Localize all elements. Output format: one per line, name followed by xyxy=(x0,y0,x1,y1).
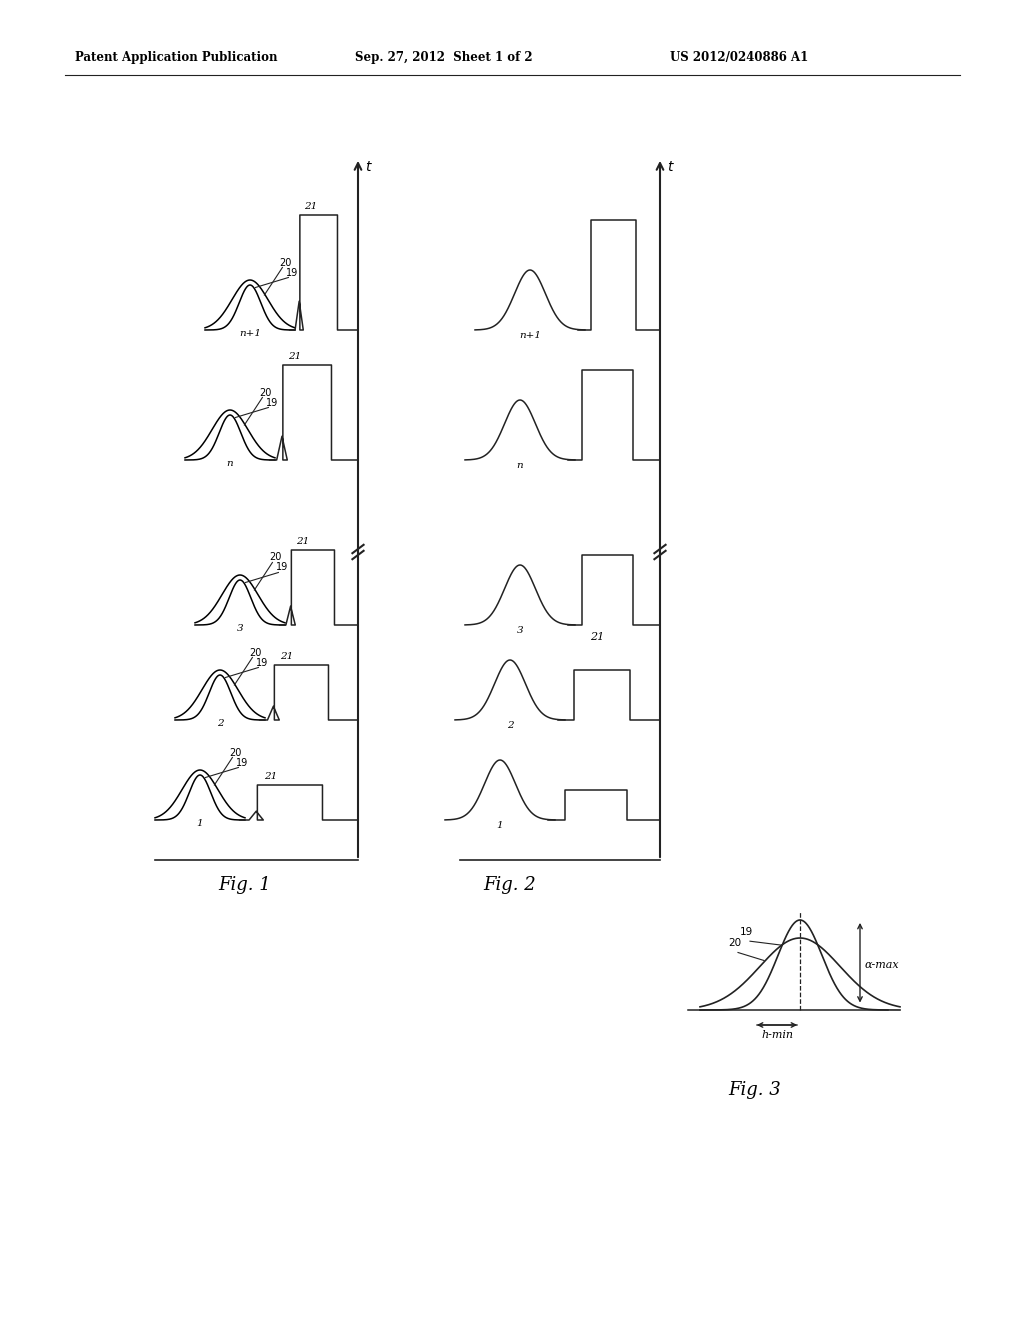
Text: 21: 21 xyxy=(288,352,301,360)
Text: 2: 2 xyxy=(217,719,223,729)
Text: 1: 1 xyxy=(197,818,204,828)
Text: h-min: h-min xyxy=(761,1030,793,1040)
Text: 2: 2 xyxy=(507,721,513,730)
Text: n+1: n+1 xyxy=(519,331,541,341)
Text: 19: 19 xyxy=(256,657,268,668)
Text: Fig. 3: Fig. 3 xyxy=(729,1081,781,1100)
Text: t: t xyxy=(365,160,371,174)
Text: 20: 20 xyxy=(269,553,282,562)
Text: 21: 21 xyxy=(264,772,278,781)
Text: Sep. 27, 2012  Sheet 1 of 2: Sep. 27, 2012 Sheet 1 of 2 xyxy=(355,51,532,65)
Text: n: n xyxy=(517,461,523,470)
Text: 20: 20 xyxy=(259,388,271,397)
Text: US 2012/0240886 A1: US 2012/0240886 A1 xyxy=(670,51,808,65)
Text: 20: 20 xyxy=(250,648,262,657)
Text: 3: 3 xyxy=(237,624,244,634)
Text: 1: 1 xyxy=(497,821,504,830)
Text: 19: 19 xyxy=(266,397,279,408)
Text: 21: 21 xyxy=(280,652,293,661)
Text: 21: 21 xyxy=(296,537,309,546)
Text: α-max: α-max xyxy=(865,960,900,970)
Text: 19: 19 xyxy=(276,562,289,573)
Text: n: n xyxy=(226,459,233,469)
Text: 20: 20 xyxy=(728,939,741,949)
Text: 19: 19 xyxy=(237,758,249,767)
Text: 3: 3 xyxy=(517,626,523,635)
Text: 19: 19 xyxy=(740,927,754,937)
Text: Fig. 1: Fig. 1 xyxy=(219,876,271,894)
Text: 20: 20 xyxy=(280,257,292,268)
Text: n+1: n+1 xyxy=(239,329,261,338)
Text: 20: 20 xyxy=(229,747,242,758)
Text: Fig. 2: Fig. 2 xyxy=(483,876,537,894)
Text: 21: 21 xyxy=(590,632,604,642)
Text: 21: 21 xyxy=(304,202,316,211)
Text: Patent Application Publication: Patent Application Publication xyxy=(75,51,278,65)
Text: 19: 19 xyxy=(287,268,299,277)
Text: t: t xyxy=(667,160,673,174)
